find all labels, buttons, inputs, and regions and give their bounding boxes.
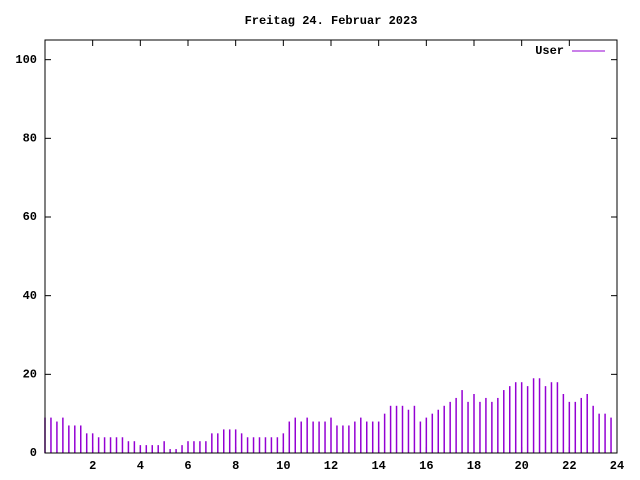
x-tick-label: 22 xyxy=(562,459,576,473)
y-tick-label: 60 xyxy=(23,210,37,224)
legend-label: User xyxy=(535,44,564,58)
x-tick-label: 6 xyxy=(184,459,191,473)
x-tick-label: 4 xyxy=(137,459,144,473)
x-tick-label: 8 xyxy=(232,459,239,473)
chart-title: Freitag 24. Februar 2023 xyxy=(245,14,418,28)
x-tick-label: 24 xyxy=(610,459,624,473)
x-tick-label: 12 xyxy=(324,459,338,473)
plot-border xyxy=(44,39,618,454)
x-tick-label: 14 xyxy=(371,459,385,473)
x-tick-label: 18 xyxy=(467,459,481,473)
y-tick-label: 80 xyxy=(23,132,37,146)
x-tick-label: 10 xyxy=(276,459,290,473)
y-tick-label: 40 xyxy=(23,289,37,303)
y-tick-label: 20 xyxy=(23,368,37,382)
x-tick-label: 2 xyxy=(89,459,96,473)
y-tick-label: 100 xyxy=(15,53,37,67)
x-tick-label: 20 xyxy=(514,459,528,473)
x-tick-label: 16 xyxy=(419,459,433,473)
y-tick-label: 0 xyxy=(30,446,37,460)
